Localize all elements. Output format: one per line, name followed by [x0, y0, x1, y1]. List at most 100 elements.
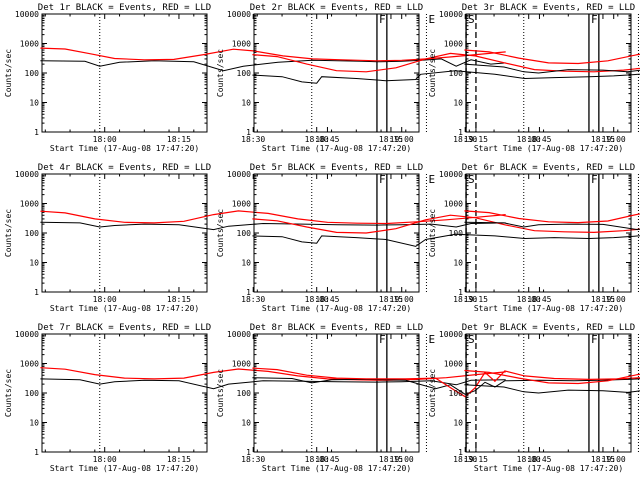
y-tick-label: 1 [246, 448, 251, 457]
marker-letter: S [468, 13, 475, 26]
x-tick-label: 19:00 [602, 135, 626, 144]
x-tick-label: 18:45 [315, 295, 339, 304]
panel-title: Det 8r BLACK = Events, RED = LLD [250, 323, 423, 333]
x-tick-label: 19:15 [464, 455, 488, 464]
y-tick-label: 1 [458, 128, 463, 137]
plot-frame [465, 333, 632, 453]
y-tick-label: 10 [29, 259, 39, 268]
detector-panel: Det 3r BLACK = Events, RED = LLD Counts/s… [428, 3, 640, 153]
marker-letter: F [591, 13, 598, 26]
panel-title: Det 7r BLACK = Events, RED = LLD [38, 323, 211, 333]
y-tick-label: 10000 [15, 330, 39, 339]
y-tick-label: 10000 [15, 170, 39, 179]
x-tick-label: 18:30 [241, 135, 265, 144]
x-tick-label: 18:00 [517, 135, 541, 144]
y-tick-label: 1 [246, 288, 251, 297]
lld-series-line [252, 214, 640, 234]
x-axis-title: Start Time (17-Aug-08 17:47:20) [262, 464, 411, 473]
panel-title: Det 1r BLACK = Events, RED = LLD [38, 3, 211, 13]
lld-series-line [252, 52, 640, 73]
lld-series-line [464, 369, 640, 385]
axis-ticks [254, 333, 615, 453]
x-axis-title: Start Time (17-Aug-08 17:47:20) [50, 304, 199, 313]
x-tick-label: 18:15 [591, 455, 615, 464]
y-tick-label: 1 [34, 288, 39, 297]
marker-letter: E [428, 333, 435, 346]
y-tick-label: 10000 [439, 170, 463, 179]
x-tick-label: 18:30 [453, 135, 477, 144]
y-tick-label: 10 [453, 259, 463, 268]
x-tick-label: 19:15 [464, 135, 488, 144]
axis-ticks [42, 13, 477, 133]
marker-letter: E [428, 13, 435, 26]
events-series-line [252, 233, 640, 247]
detector-panel: Det 7r BLACK = Events, RED = LLD Counts/s… [4, 323, 506, 473]
y-tick-label: 1000 [444, 40, 463, 49]
events-series-line [464, 221, 640, 231]
y-axis-title: Counts/sec [428, 49, 437, 97]
marker-letter: S [468, 173, 475, 186]
x-tick-label: 18:45 [527, 455, 551, 464]
x-tick-label: 18:30 [241, 295, 265, 304]
x-axis-title: Start Time (17-Aug-08 17:47:20) [474, 304, 623, 313]
plot-frame [253, 333, 420, 453]
x-axis-title: Start Time (17-Aug-08 17:47:20) [262, 144, 411, 153]
y-tick-label: 10 [453, 419, 463, 428]
y-tick-label: 1000 [444, 200, 463, 209]
detector-panel: Det 5r BLACK = Events, RED = LLD Counts/s… [216, 163, 640, 313]
x-axis-title: Start Time (17-Aug-08 17:47:20) [474, 144, 623, 153]
x-tick-label: 18:00 [305, 135, 329, 144]
x-axis-title: Start Time (17-Aug-08 17:47:20) [50, 144, 199, 153]
marker-letter: F [591, 173, 598, 186]
y-tick-label: 10000 [227, 330, 251, 339]
y-tick-label: 10 [241, 99, 251, 108]
x-tick-label: 18:45 [527, 295, 551, 304]
marker-letter: F [379, 173, 386, 186]
y-tick-label: 1000 [232, 200, 251, 209]
y-tick-label: 1000 [20, 40, 39, 49]
x-tick-label: 18:15 [591, 135, 615, 144]
x-tick-label: 18:15 [379, 455, 403, 464]
lld-series-line [464, 49, 640, 65]
x-tick-label: 18:00 [305, 295, 329, 304]
events-series-line [40, 58, 506, 72]
x-tick-label: 18:15 [379, 135, 403, 144]
y-tick-label: 1000 [20, 200, 39, 209]
x-tick-label: 18:00 [93, 135, 117, 144]
y-axis-title: Counts/sec [216, 209, 225, 257]
y-axis-title: Counts/sec [428, 369, 437, 417]
y-tick-label: 10 [241, 259, 251, 268]
x-tick-label: 19:15 [464, 295, 488, 304]
y-tick-label: 1000 [232, 360, 251, 369]
x-axis-title: Start Time (17-Aug-08 17:47:20) [474, 464, 623, 473]
events-series-line [252, 70, 640, 84]
x-tick-label: 19:00 [390, 295, 414, 304]
axis-ticks [254, 173, 615, 293]
x-tick-label: 18:15 [379, 295, 403, 304]
y-tick-label: 100 [25, 389, 40, 398]
x-tick-label: 18:00 [93, 295, 117, 304]
plot-frame [41, 13, 208, 133]
y-tick-label: 10000 [15, 10, 39, 19]
y-tick-label: 1000 [232, 40, 251, 49]
panel-title: Det 4r BLACK = Events, RED = LLD [38, 163, 211, 173]
y-tick-label: 1000 [444, 360, 463, 369]
marker-letter: F [379, 333, 386, 346]
plot-frame [41, 173, 208, 293]
x-tick-label: 18:45 [315, 455, 339, 464]
x-tick-label: 18:15 [167, 455, 191, 464]
y-axis-title: Counts/sec [216, 369, 225, 417]
lld-series-line [40, 47, 506, 62]
y-axis-title: Counts/sec [428, 209, 437, 257]
y-tick-label: 10 [241, 419, 251, 428]
y-tick-label: 100 [25, 69, 40, 78]
y-tick-label: 100 [237, 389, 252, 398]
panel-title: Det 3r BLACK = Events, RED = LLD [462, 3, 635, 13]
y-tick-label: 100 [25, 229, 40, 238]
detector-panel: Det 2r BLACK = Events, RED = LLD Counts/s… [216, 3, 640, 153]
x-tick-label: 18:15 [591, 295, 615, 304]
x-tick-label: 19:00 [602, 455, 626, 464]
y-tick-label: 1000 [20, 360, 39, 369]
y-axis-title: Counts/sec [4, 369, 13, 417]
